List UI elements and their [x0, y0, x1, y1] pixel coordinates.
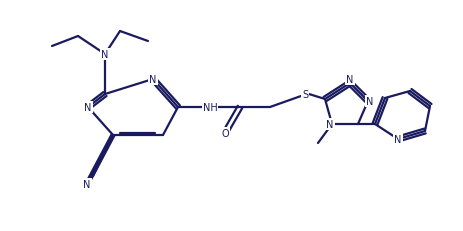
Text: N: N — [83, 179, 90, 189]
Text: N: N — [101, 50, 108, 60]
Text: N: N — [345, 75, 353, 85]
Text: N: N — [84, 103, 92, 112]
Text: NH: NH — [202, 103, 217, 112]
Text: N: N — [149, 75, 156, 85]
Text: S: S — [301, 90, 307, 100]
Text: N: N — [394, 134, 401, 144]
Text: O: O — [221, 128, 228, 138]
Text: N: N — [365, 97, 373, 106]
Text: N: N — [325, 119, 333, 129]
